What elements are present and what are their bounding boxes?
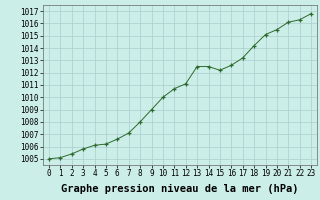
X-axis label: Graphe pression niveau de la mer (hPa): Graphe pression niveau de la mer (hPa) bbox=[61, 184, 299, 194]
